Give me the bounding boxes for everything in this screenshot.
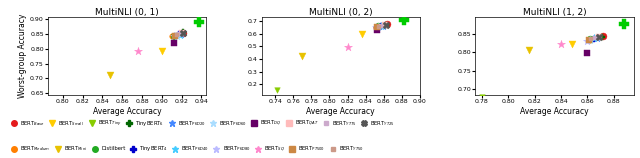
Point — [175, 33, 186, 35]
Point — [585, 38, 595, 41]
Point — [378, 24, 388, 27]
Point — [157, 49, 167, 52]
Point — [598, 35, 609, 37]
Point — [380, 24, 390, 26]
Point — [175, 33, 185, 36]
Point — [594, 35, 604, 38]
Point — [177, 32, 188, 34]
Legend: BERT$_{Base}$, BERT$_{Small}$, BERT$_{Tiny}$, TinyBERT$_6$, BERT$_{PKD20}$, BERT: BERT$_{Base}$, BERT$_{Small}$, BERT$_{Ti… — [9, 118, 395, 128]
Legend: BERT$_{Medium}$, BERT$_{Mini}$, Distilbert, TinyBERT$_4$, BERT$_{PKD40}$, BERT$_: BERT$_{Medium}$, BERT$_{Mini}$, Distilbe… — [9, 144, 364, 154]
Point — [376, 25, 386, 27]
Point — [105, 74, 115, 77]
Point — [376, 25, 386, 27]
Point — [373, 26, 383, 28]
Point — [272, 89, 282, 92]
Point — [374, 25, 385, 28]
Point — [582, 52, 593, 54]
Point — [372, 28, 383, 31]
Point — [177, 32, 187, 35]
X-axis label: Average Accuracy: Average Accuracy — [520, 107, 589, 116]
Point — [372, 26, 383, 28]
Point — [170, 34, 180, 37]
Point — [585, 37, 595, 40]
Title: MultiNLI (0, 2): MultiNLI (0, 2) — [309, 8, 372, 17]
Point — [168, 41, 179, 44]
Point — [175, 33, 185, 36]
Point — [172, 34, 182, 37]
Point — [371, 26, 381, 29]
Point — [168, 35, 179, 38]
Point — [582, 39, 593, 42]
Point — [556, 43, 566, 45]
X-axis label: Average Accuracy: Average Accuracy — [93, 107, 161, 116]
Point — [382, 22, 392, 25]
Point — [40, 92, 50, 95]
Point — [344, 45, 354, 48]
Point — [399, 18, 409, 21]
Point — [173, 33, 184, 36]
Point — [371, 26, 381, 28]
Point — [477, 95, 487, 98]
Point — [166, 35, 177, 37]
X-axis label: Average Accuracy: Average Accuracy — [307, 107, 375, 116]
Point — [177, 31, 188, 33]
Point — [591, 36, 602, 39]
Point — [357, 33, 367, 35]
Point — [168, 35, 179, 37]
Y-axis label: Worst-group Accuracy: Worst-group Accuracy — [19, 14, 28, 98]
Point — [594, 35, 604, 38]
Point — [376, 25, 386, 27]
Point — [589, 37, 599, 40]
Point — [566, 43, 577, 46]
Point — [524, 49, 534, 51]
Point — [177, 32, 188, 34]
Point — [297, 55, 307, 57]
Point — [194, 20, 204, 23]
Point — [584, 38, 594, 41]
Point — [620, 23, 630, 26]
Point — [586, 37, 596, 40]
Point — [172, 34, 182, 36]
Title: MultiNLI (0, 1): MultiNLI (0, 1) — [95, 8, 159, 17]
Point — [133, 49, 143, 52]
Title: MultiNLI (1, 2): MultiNLI (1, 2) — [523, 8, 586, 17]
Point — [589, 38, 599, 40]
Point — [590, 36, 600, 39]
Point — [381, 23, 392, 26]
Point — [597, 35, 607, 38]
Point — [373, 25, 383, 27]
Point — [584, 38, 594, 41]
Point — [380, 24, 390, 26]
